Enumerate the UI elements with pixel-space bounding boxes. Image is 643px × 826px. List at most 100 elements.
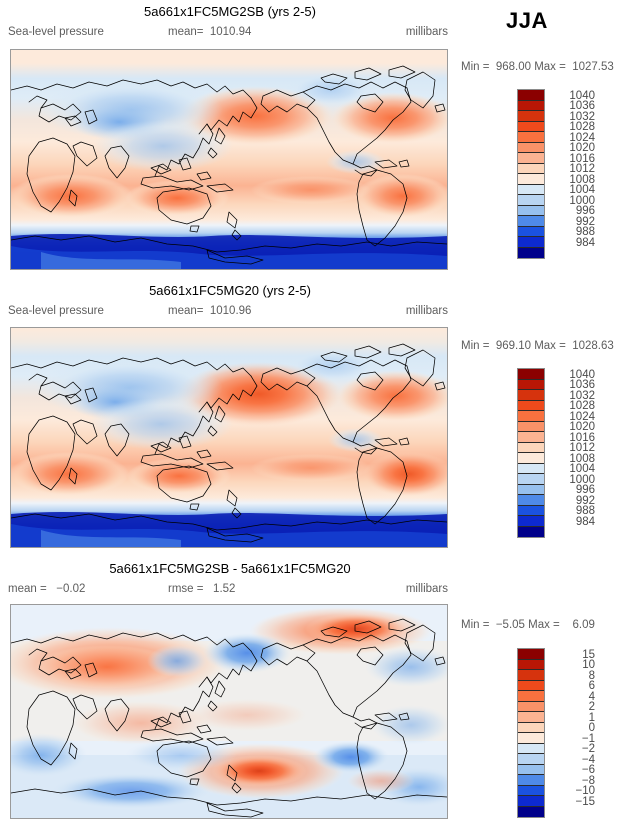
panel-3-map-svg: [11, 605, 447, 818]
colorbar-band: [518, 153, 544, 164]
panel-3-colorbar-ticks: 15 10 8 6 4 2 1 0 −1 −2 −4 −6 −8 −10 −15: [549, 648, 595, 816]
colorbar-tick-label: 1020: [569, 142, 595, 154]
colorbar-tick-label: 1016: [569, 152, 595, 165]
panel-1-map[interactable]: [10, 49, 448, 270]
colorbar-tick-label: 988: [575, 226, 595, 238]
colorbar-band: [518, 121, 544, 132]
colorbar-tick-label: 1028: [569, 121, 595, 133]
colorbar-band: [518, 526, 544, 537]
colorbar-band: [518, 722, 544, 733]
colorbar-tick-label: 1000: [569, 473, 595, 486]
colorbar-tick-label: 10: [582, 659, 595, 671]
colorbar-band: [518, 184, 544, 195]
panel-2-map[interactable]: [10, 327, 448, 548]
panel-2-map-svg: [11, 328, 447, 547]
colorbar-tick-label: 1000: [569, 194, 595, 207]
colorbar-band: [518, 432, 544, 443]
colorbar-band: [518, 474, 544, 485]
colorbar-band: [518, 701, 544, 712]
colorbar-band: [518, 90, 544, 101]
panel-1-minmax: Min = 968.00 Max = 1027.53: [461, 61, 614, 73]
colorbar-tick-label: 984: [575, 515, 595, 528]
colorbar-band: [518, 390, 544, 401]
colorbar-tick-label: 992: [575, 215, 595, 228]
colorbar-tick-label: 1036: [569, 379, 595, 391]
panel-3-map[interactable]: [10, 604, 448, 819]
panel-2-center-label: mean= 1010.96: [168, 305, 252, 317]
colorbar-band: [518, 495, 544, 506]
colorbar-tick-label: −6: [581, 764, 595, 776]
colorbar-tick-label: 0: [588, 722, 595, 734]
colorbar-band: [518, 785, 544, 796]
colorbar-band: [518, 400, 544, 411]
colorbar-band: [518, 100, 544, 111]
colorbar-band: [518, 712, 544, 723]
panel-2-colorbar-ticks: 1040 1036 1032 1028 1024 1020 1016 1012 1008 1004…: [549, 368, 595, 536]
panel-1-colorbar-ticks: 1040 1036 1032 1028 1024 1020 1016 1012 1008 1004…: [549, 89, 595, 257]
colorbar-tick-label: 1016: [569, 431, 595, 444]
colorbar-tick-label: 1024: [569, 410, 595, 423]
colorbar-band: [518, 649, 544, 660]
colorbar-tick-label: 988: [575, 505, 595, 517]
panel-3-left-label: mean = −0.02: [8, 583, 86, 595]
panel-3-center-label: rmse = 1.52: [168, 583, 236, 595]
colorbar-tick-label: 1028: [569, 400, 595, 412]
colorbar-band: [518, 733, 544, 744]
colorbar-tick-label: 1: [588, 711, 595, 724]
colorbar-band: [518, 205, 544, 216]
colorbar-band: [518, 680, 544, 691]
colorbar-band: [518, 670, 544, 681]
panel-1-title: 5a661x1FC5MG2SB (yrs 2-5): [144, 4, 316, 19]
colorbar-band: [518, 764, 544, 775]
colorbar-tick-label: −1: [581, 732, 595, 745]
colorbar-tick-label: 1012: [569, 442, 595, 454]
colorbar-tick-label: 1032: [569, 389, 595, 402]
colorbar-band: [518, 796, 544, 807]
colorbar-band: [518, 379, 544, 390]
panel-2-colorbar[interactable]: [517, 368, 545, 538]
colorbar-tick-label: 992: [575, 494, 595, 507]
panel-3-colorbar[interactable]: [517, 648, 545, 818]
colorbar-band: [518, 806, 544, 817]
colorbar-band: [518, 369, 544, 380]
colorbar-tick-label: 1040: [569, 368, 595, 381]
colorbar-tick-label: 1020: [569, 421, 595, 433]
colorbar-tick-label: 1008: [569, 452, 595, 465]
colorbar-band: [518, 691, 544, 702]
colorbar-tick-label: 984: [575, 236, 595, 249]
colorbar-tick-label: 6: [588, 680, 595, 692]
colorbar-band: [518, 174, 544, 185]
colorbar-band: [518, 516, 544, 527]
colorbar-band: [518, 237, 544, 248]
colorbar-tick-label: 1012: [569, 163, 595, 175]
colorbar-band: [518, 216, 544, 227]
colorbar-tick-label: 8: [588, 669, 595, 682]
season-label: JJA: [506, 8, 548, 33]
panel-2-right-label: millibars: [405, 305, 448, 317]
colorbar-tick-label: 1032: [569, 110, 595, 123]
panel-3-title: 5a661x1FC5MG2SB - 5a661x1FC5MG20: [109, 561, 351, 576]
colorbar-tick-label: 996: [575, 484, 595, 496]
colorbar-band: [518, 132, 544, 143]
colorbar-tick-label: 1024: [569, 131, 595, 144]
panel-1-map-svg: [11, 50, 447, 269]
colorbar-band: [518, 226, 544, 237]
colorbar-tick-label: 1004: [569, 184, 595, 196]
panel-1-center-label: mean= 1010.94: [168, 26, 252, 38]
colorbar-tick-label: 4: [588, 690, 595, 703]
colorbar-band: [518, 775, 544, 786]
panel-1-colorbar[interactable]: [517, 89, 545, 259]
panel-3-right-label: millibars: [405, 583, 448, 595]
colorbar-band: [518, 463, 544, 474]
colorbar-band: [518, 453, 544, 464]
colorbar-tick-label: 1040: [569, 89, 595, 102]
panel-2-minmax: Min = 969.10 Max = 1028.63: [461, 340, 614, 352]
panel-2-title: 5a661x1FC5MG20 (yrs 2-5): [149, 283, 311, 298]
colorbar-band: [518, 411, 544, 422]
panel-2-left-label: Sea-level pressure: [8, 305, 104, 317]
colorbar-tick-label: −10: [575, 785, 595, 797]
colorbar-band: [518, 421, 544, 432]
colorbar-band: [518, 754, 544, 765]
colorbar-band: [518, 442, 544, 453]
colorbar-tick-label: 1004: [569, 463, 595, 475]
